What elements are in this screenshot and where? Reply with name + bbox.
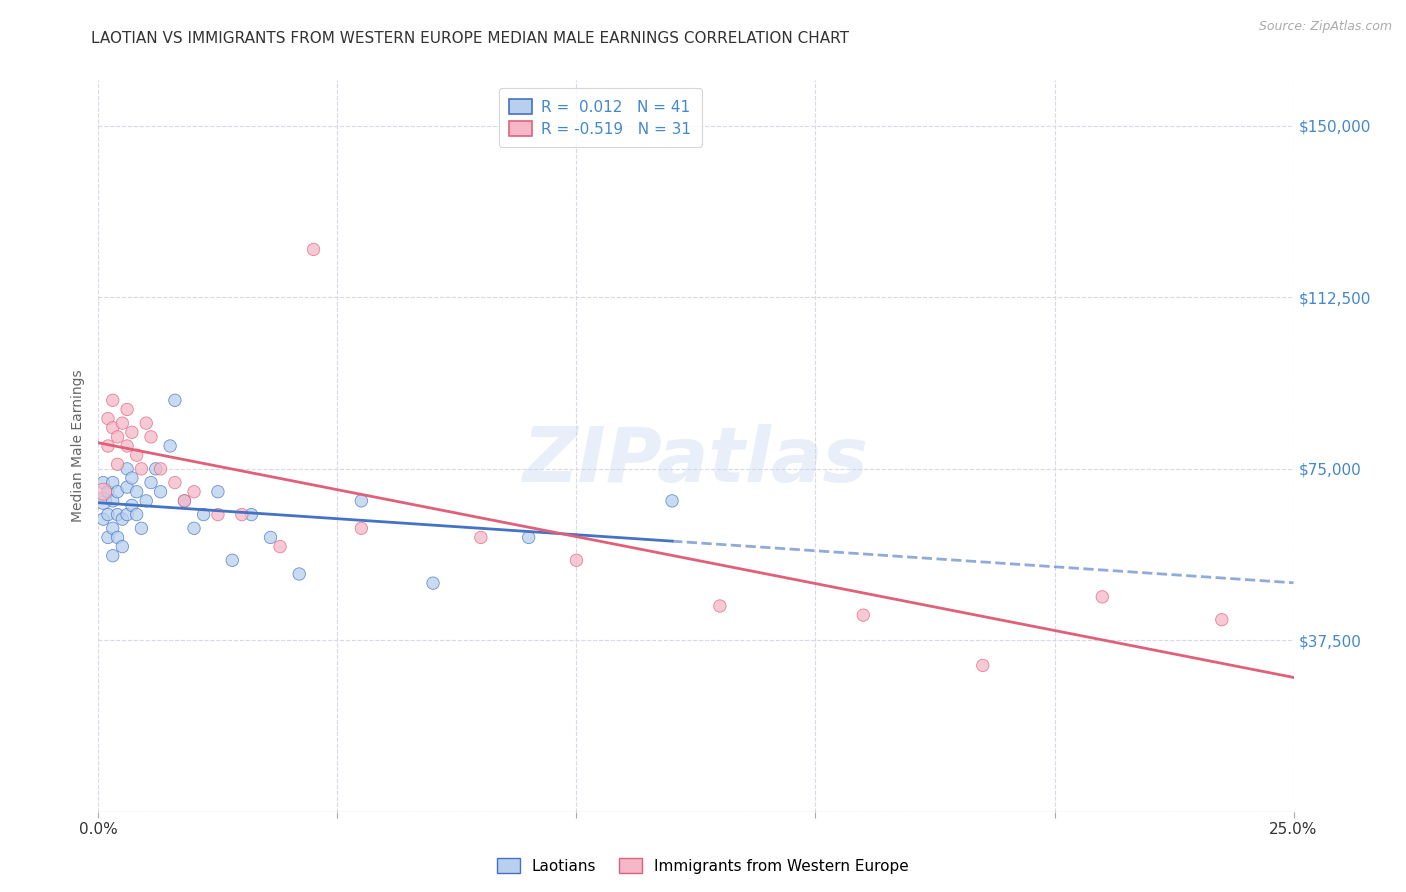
Point — [565, 553, 588, 567]
Point — [852, 608, 875, 623]
Point — [149, 462, 172, 476]
Point — [1091, 590, 1114, 604]
Point — [422, 576, 444, 591]
Point — [107, 484, 129, 499]
Point — [139, 430, 162, 444]
Point — [131, 521, 153, 535]
Point — [207, 484, 229, 499]
Point — [135, 493, 157, 508]
Point — [101, 475, 124, 490]
Point — [121, 425, 143, 440]
Point — [91, 493, 114, 508]
Point — [101, 420, 124, 434]
Legend: Laotians, Immigrants from Western Europe: Laotians, Immigrants from Western Europe — [491, 852, 915, 880]
Point — [240, 508, 263, 522]
Point — [101, 549, 124, 563]
Point — [350, 521, 373, 535]
Point — [115, 508, 138, 522]
Point — [91, 484, 114, 499]
Point — [101, 493, 124, 508]
Point — [259, 530, 281, 544]
Point — [91, 475, 114, 490]
Point — [97, 508, 120, 522]
Point — [159, 439, 181, 453]
Point — [193, 508, 215, 522]
Point — [517, 530, 540, 544]
Point — [972, 658, 994, 673]
Point — [115, 402, 138, 417]
Point — [145, 462, 167, 476]
Text: ZIPatlas: ZIPatlas — [523, 424, 869, 498]
Point — [173, 493, 195, 508]
Point — [97, 411, 120, 425]
Point — [1211, 613, 1233, 627]
Point — [163, 393, 186, 408]
Point — [288, 567, 311, 582]
Point — [139, 475, 162, 490]
Text: Source: ZipAtlas.com: Source: ZipAtlas.com — [1258, 20, 1392, 33]
Point — [107, 457, 129, 471]
Point — [709, 599, 731, 613]
Point — [101, 521, 124, 535]
Point — [183, 521, 205, 535]
Point — [302, 243, 325, 257]
Point — [121, 471, 143, 485]
Point — [97, 530, 120, 544]
Y-axis label: Median Male Earnings: Median Male Earnings — [70, 369, 84, 523]
Point — [125, 508, 148, 522]
Point — [131, 462, 153, 476]
Point — [115, 480, 138, 494]
Point — [183, 484, 205, 499]
Point — [135, 416, 157, 430]
Point — [149, 484, 172, 499]
Text: LAOTIAN VS IMMIGRANTS FROM WESTERN EUROPE MEDIAN MALE EARNINGS CORRELATION CHART: LAOTIAN VS IMMIGRANTS FROM WESTERN EUROP… — [91, 31, 849, 46]
Point — [207, 508, 229, 522]
Point — [115, 439, 138, 453]
Point — [97, 439, 120, 453]
Point — [470, 530, 492, 544]
Point — [91, 512, 114, 526]
Point — [173, 493, 195, 508]
Point — [107, 430, 129, 444]
Point — [231, 508, 253, 522]
Point — [125, 448, 148, 462]
Point — [269, 540, 291, 554]
Point — [111, 416, 134, 430]
Point — [101, 393, 124, 408]
Legend: R =  0.012   N = 41, R = -0.519   N = 31: R = 0.012 N = 41, R = -0.519 N = 31 — [499, 88, 702, 147]
Point — [350, 493, 373, 508]
Point — [121, 499, 143, 513]
Point — [661, 493, 683, 508]
Point — [163, 475, 186, 490]
Point — [107, 508, 129, 522]
Point — [111, 512, 134, 526]
Point — [111, 540, 134, 554]
Point — [97, 484, 120, 499]
Point — [221, 553, 243, 567]
Point — [125, 484, 148, 499]
Point — [107, 530, 129, 544]
Point — [115, 462, 138, 476]
